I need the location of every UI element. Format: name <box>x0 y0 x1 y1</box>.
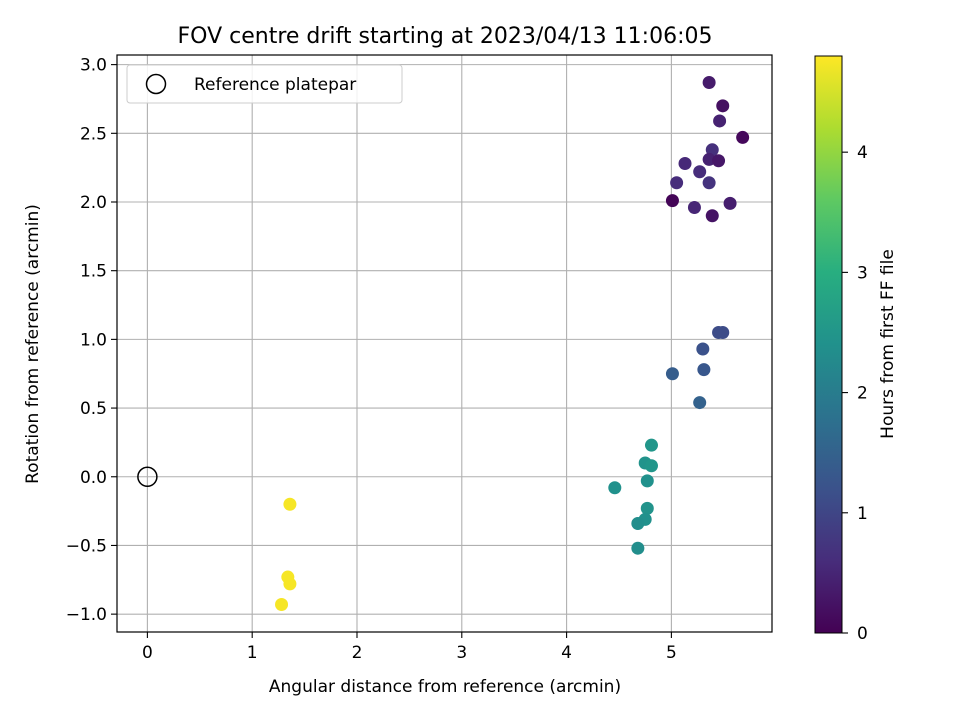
data-point <box>678 157 692 171</box>
data-point <box>705 209 719 223</box>
y-tick-label: 0.0 <box>80 468 107 488</box>
reference-point-marker <box>137 466 158 488</box>
colorbar-tick-label: 1 <box>857 504 868 524</box>
grid-layer <box>117 55 772 632</box>
colorbar-tick-label: 4 <box>857 143 868 163</box>
data-point <box>283 577 297 591</box>
x-tick-label: 5 <box>666 643 677 663</box>
data-point <box>716 99 730 113</box>
x-axis-label: Angular distance from reference (arcmin) <box>269 677 621 697</box>
data-point <box>696 342 710 356</box>
y-tick-label: −1.0 <box>66 605 107 625</box>
data-point <box>644 438 658 452</box>
y-tick-label: −0.5 <box>66 536 107 556</box>
legend-box <box>126 64 403 104</box>
x-ticks: 0 1 2 3 4 5 <box>142 632 677 663</box>
data-point <box>631 516 645 530</box>
legend-marker-open-circle-icon <box>145 73 167 95</box>
data-point <box>702 176 716 190</box>
data-point <box>665 367 679 381</box>
data-point <box>275 598 289 612</box>
data-point <box>693 165 707 179</box>
y-tick-label: 1.0 <box>80 330 107 350</box>
colorbar-ticks: 0 1 2 3 4 <box>842 143 868 644</box>
data-point <box>687 200 701 214</box>
chart-title: FOV centre drift starting at 2023/04/13 … <box>178 24 713 49</box>
data-point <box>640 501 654 515</box>
points-layer <box>137 75 750 612</box>
data-point <box>713 114 727 128</box>
y-tick-label: 1.5 <box>80 262 107 282</box>
y-axis-label: Rotation from reference (arcmin) <box>23 204 43 484</box>
data-point <box>608 481 622 495</box>
x-tick-label: 3 <box>456 643 467 663</box>
data-point <box>693 396 707 410</box>
data-point <box>670 176 684 190</box>
colorbar-tick-label: 2 <box>857 384 868 404</box>
x-tick-label: 0 <box>142 643 153 663</box>
colorbar-gradient <box>814 55 843 634</box>
data-point <box>716 326 730 340</box>
x-tick-label: 2 <box>352 643 363 663</box>
data-point <box>723 196 737 210</box>
colorbar: 0 1 2 3 4 Hours from first FF file <box>814 55 898 644</box>
colorbar-tick-label: 0 <box>857 624 868 644</box>
legend-label: Reference platepar <box>194 75 356 95</box>
data-point <box>640 474 654 488</box>
x-tick-label: 1 <box>247 643 258 663</box>
colorbar-tick-label: 3 <box>857 263 868 283</box>
legend: Reference platepar <box>126 64 403 104</box>
colorbar-label: Hours from first FF file <box>878 249 898 439</box>
data-point <box>644 459 658 473</box>
data-point <box>712 154 726 168</box>
y-tick-label: 2.0 <box>80 193 107 213</box>
data-point <box>665 194 679 208</box>
data-point <box>702 75 716 89</box>
data-point <box>736 130 750 144</box>
x-tick-label: 4 <box>561 643 572 663</box>
data-point <box>631 541 645 555</box>
y-tick-label: 3.0 <box>80 56 107 76</box>
data-point <box>697 363 711 377</box>
plot-frame <box>116 54 773 633</box>
data-point <box>283 497 297 511</box>
y-tick-label: 2.5 <box>80 124 107 144</box>
y-tick-label: 0.5 <box>80 399 107 419</box>
y-ticks: −1.0 −0.5 0.0 0.5 1.0 1.5 2.0 2.5 3.0 <box>66 56 117 625</box>
